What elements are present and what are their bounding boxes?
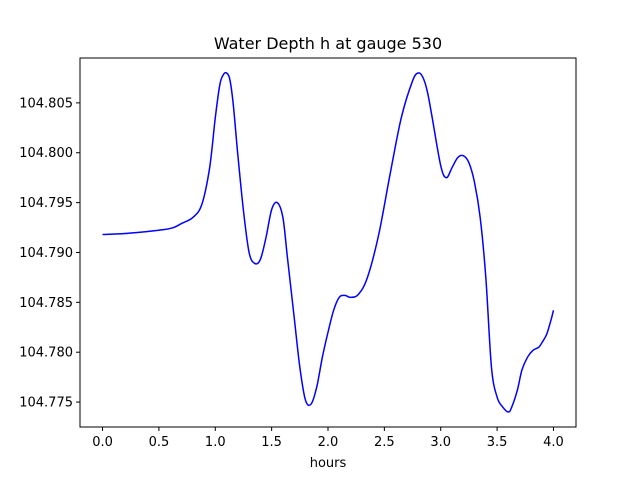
y-tick-label: 104.800 (19, 146, 73, 161)
y-tick-label: 104.805 (19, 96, 73, 111)
x-tick-label: 0.5 (149, 435, 170, 450)
y-tick-label: 104.785 (19, 296, 73, 311)
y-tick-label: 104.795 (19, 196, 73, 211)
chart-title: Water Depth h at gauge 530 (214, 34, 442, 53)
x-tick-label: 3.0 (430, 435, 451, 450)
axes-frame (79, 57, 577, 428)
y-axis-ticks: 104.775 104.780 104.785 104.790 104.795 104.8… (19, 96, 80, 411)
x-tick-label: 2.5 (374, 435, 395, 450)
y-tick-label: 104.780 (19, 346, 73, 361)
x-tick-label: 0.0 (92, 435, 113, 450)
plot-area: 0.0 0.5 1.0 1.5 2.0 2.5 3.0 3.5 4.0 104.775104.7… (19, 57, 577, 450)
x-axis-label: hours (310, 456, 347, 471)
x-tick-label: 1.5 (261, 435, 282, 450)
y-tick-label: 104.790 (19, 246, 73, 261)
x-tick-label: 4.0 (543, 435, 564, 450)
y-tick-label: 104.775 (19, 396, 73, 411)
x-tick-label: 2.0 (318, 435, 339, 450)
series-line-water-depth (102, 71, 555, 413)
x-axis-ticks: 0.0 0.5 1.0 1.5 2.0 2.5 3.0 3.5 4.0 (92, 427, 564, 450)
x-tick-label: 1.0 (205, 435, 226, 450)
x-tick-label: 3.5 (487, 435, 508, 450)
